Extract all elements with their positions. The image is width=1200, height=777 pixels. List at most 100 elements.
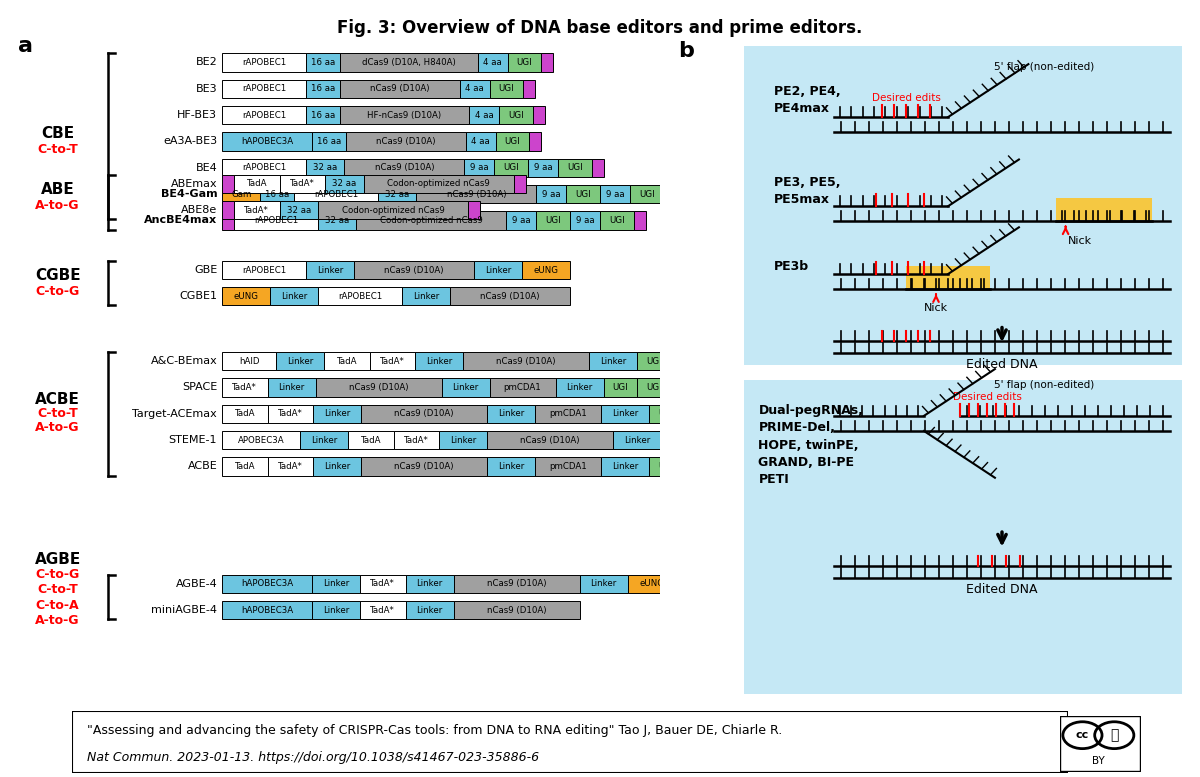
Text: nCas9 (D10A): nCas9 (D10A) [395,409,454,418]
Text: UGI: UGI [670,436,686,444]
Text: TadA*: TadA* [290,179,314,189]
Text: UGI: UGI [566,163,583,172]
FancyBboxPatch shape [318,287,402,305]
FancyBboxPatch shape [402,287,450,305]
Text: AncBE4max: AncBE4max [144,215,217,225]
Text: rAPOBEC1: rAPOBEC1 [242,266,286,274]
Text: 9 aa: 9 aa [470,163,488,172]
Text: TadA*: TadA* [278,409,302,418]
Text: rAPOBEC1: rAPOBEC1 [254,216,298,225]
FancyBboxPatch shape [234,175,280,193]
FancyBboxPatch shape [630,185,664,204]
FancyBboxPatch shape [592,159,604,177]
FancyBboxPatch shape [306,106,340,124]
Text: UGI: UGI [679,357,696,366]
Text: AGBE-4: AGBE-4 [175,579,217,589]
Text: 32 aa: 32 aa [313,163,337,172]
Text: UGI: UGI [638,190,655,199]
FancyBboxPatch shape [487,458,535,476]
Text: nCas9 (D10A): nCas9 (D10A) [446,190,506,199]
FancyBboxPatch shape [306,80,340,98]
Text: rAPOBEC1: rAPOBEC1 [242,58,286,67]
FancyBboxPatch shape [604,378,637,396]
Text: Linker: Linker [287,357,313,366]
FancyBboxPatch shape [490,378,556,396]
FancyBboxPatch shape [494,159,528,177]
Text: UGI: UGI [504,137,521,146]
FancyBboxPatch shape [222,378,268,396]
Text: Codon-optimized nCas9: Codon-optimized nCas9 [342,206,444,214]
Text: 9 aa: 9 aa [542,190,560,199]
Text: BY: BY [1092,757,1105,766]
Text: TadA*: TadA* [404,436,428,444]
FancyBboxPatch shape [469,106,499,124]
Text: nCas9 (D10A): nCas9 (D10A) [487,606,546,615]
Text: Fig. 3: Overview of DNA base editors and prime editors.: Fig. 3: Overview of DNA base editors and… [337,19,863,37]
FancyBboxPatch shape [466,132,496,151]
FancyBboxPatch shape [535,458,601,476]
FancyBboxPatch shape [906,266,990,288]
FancyBboxPatch shape [649,405,683,423]
Text: UGI: UGI [575,190,592,199]
Text: Linker: Linker [416,580,443,588]
FancyBboxPatch shape [487,405,535,423]
Text: C-to-T: C-to-T [37,143,78,156]
Text: Codon-optimized nCas9: Codon-optimized nCas9 [388,179,490,189]
FancyBboxPatch shape [535,405,601,423]
FancyBboxPatch shape [487,431,613,449]
FancyBboxPatch shape [222,185,260,204]
Text: Linker: Linker [426,357,452,366]
FancyBboxPatch shape [744,47,1182,365]
Text: nCas9 (D10A): nCas9 (D10A) [521,436,580,444]
FancyBboxPatch shape [280,175,325,193]
Text: UGI: UGI [646,357,662,366]
Text: Linker: Linker [612,409,638,418]
FancyBboxPatch shape [234,211,318,229]
Text: 5' flap (non-edited): 5' flap (non-edited) [994,381,1094,390]
Text: 4 aa: 4 aa [475,110,493,120]
FancyBboxPatch shape [222,106,306,124]
FancyBboxPatch shape [589,352,637,371]
Text: Linker: Linker [612,462,638,471]
Text: nCas9 (D10A): nCas9 (D10A) [395,462,454,471]
Text: UGI: UGI [508,110,524,120]
Text: CBE: CBE [41,126,74,141]
Text: Linker: Linker [281,292,307,301]
FancyBboxPatch shape [406,575,454,593]
Text: dCas9 (D10A, H840A): dCas9 (D10A, H840A) [361,58,456,67]
Text: rAPOBEC1: rAPOBEC1 [314,190,358,199]
FancyBboxPatch shape [523,80,535,98]
FancyBboxPatch shape [222,405,268,423]
Text: Linker: Linker [317,266,343,274]
Text: 32 aa: 32 aa [332,179,356,189]
Text: TadA*: TadA* [380,357,404,366]
Text: Nick: Nick [924,304,948,313]
FancyBboxPatch shape [744,381,1182,694]
Text: UGI: UGI [658,462,674,471]
FancyBboxPatch shape [222,201,234,219]
Text: 9 aa: 9 aa [576,216,594,225]
Text: PE3b: PE3b [774,260,809,274]
FancyBboxPatch shape [536,211,570,229]
Text: a: a [18,37,34,56]
Text: PE3, PE5,: PE3, PE5, [774,176,840,190]
Text: Linker: Linker [324,409,350,418]
FancyBboxPatch shape [222,287,270,305]
Text: b: b [678,41,694,61]
FancyBboxPatch shape [222,159,306,177]
FancyBboxPatch shape [637,378,671,396]
FancyBboxPatch shape [529,132,541,151]
FancyBboxPatch shape [496,132,529,151]
FancyBboxPatch shape [661,431,695,449]
FancyBboxPatch shape [360,575,406,593]
Text: 32 aa: 32 aa [385,190,409,199]
Text: BE2: BE2 [196,57,217,68]
FancyBboxPatch shape [306,54,340,71]
FancyBboxPatch shape [344,159,464,177]
Text: TadA: TadA [360,436,382,444]
FancyBboxPatch shape [346,132,466,151]
FancyBboxPatch shape [664,185,676,204]
Text: GBE: GBE [194,265,217,275]
FancyBboxPatch shape [506,211,536,229]
FancyBboxPatch shape [318,211,356,229]
